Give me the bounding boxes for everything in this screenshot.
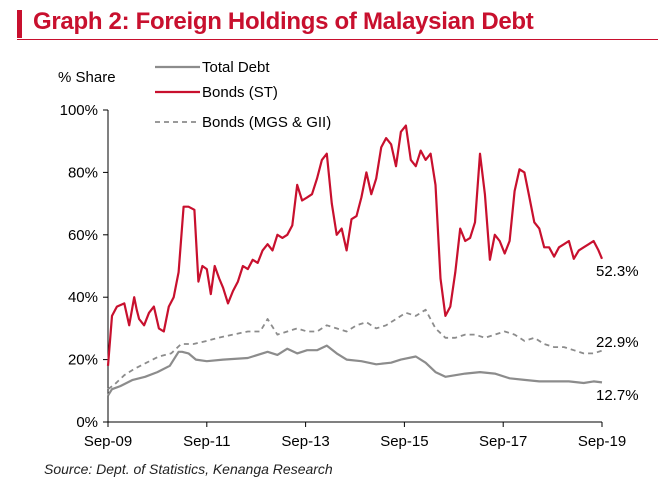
legend-label: Bonds (ST)	[202, 84, 278, 101]
title-accent-bar	[17, 10, 22, 38]
y-axis-label: % Share	[58, 69, 116, 86]
x-tick-label: Sep-13	[281, 433, 329, 450]
y-tick-label: 0%	[76, 414, 98, 431]
legend-label: Bonds (MGS & GII)	[202, 114, 331, 131]
y-tick-label: 80%	[68, 164, 98, 181]
series-end-label: 52.3%	[596, 263, 639, 280]
legend-label: Total Debt	[202, 59, 270, 76]
series-line-bonds-mgs-gii	[107, 308, 603, 390]
y-tick-label: 100%	[60, 102, 98, 119]
chart-legend: Total Debt Bonds (ST) Bonds (MGS & GII)	[155, 59, 331, 131]
series-line-total-debt	[107, 344, 603, 397]
series-end-label: 12.7%	[596, 387, 639, 404]
title-bar: Graph 2: Foreign Holdings of Malaysian D…	[5, 4, 660, 40]
x-tick-label: Sep-17	[479, 433, 527, 450]
y-tick-label: 20%	[68, 352, 98, 369]
chart-series	[106, 124, 604, 397]
series-line-bonds-st	[106, 124, 604, 366]
x-tick-label: Sep-09	[84, 433, 132, 450]
chart-title: Graph 2: Foreign Holdings of Malaysian D…	[33, 8, 534, 35]
y-tick-label: 40%	[68, 289, 98, 306]
title-underline	[17, 39, 658, 40]
x-tick-label: Sep-15	[380, 433, 428, 450]
chart-axes: 0% 20% 40% 60% 80% 100% Sep-09 Sep-11 Sep-13 Sep-…	[60, 102, 627, 450]
y-tick-label: 60%	[68, 227, 98, 244]
series-end-label: 22.9%	[596, 334, 639, 351]
chart-end-labels: 12.7% 52.3% 22.9%	[596, 263, 639, 404]
x-tick-label: Sep-19	[578, 433, 626, 450]
source-note: Source: Dept. of Statistics, Kenanga Res…	[44, 461, 333, 477]
x-tick-label: Sep-11	[183, 433, 230, 450]
